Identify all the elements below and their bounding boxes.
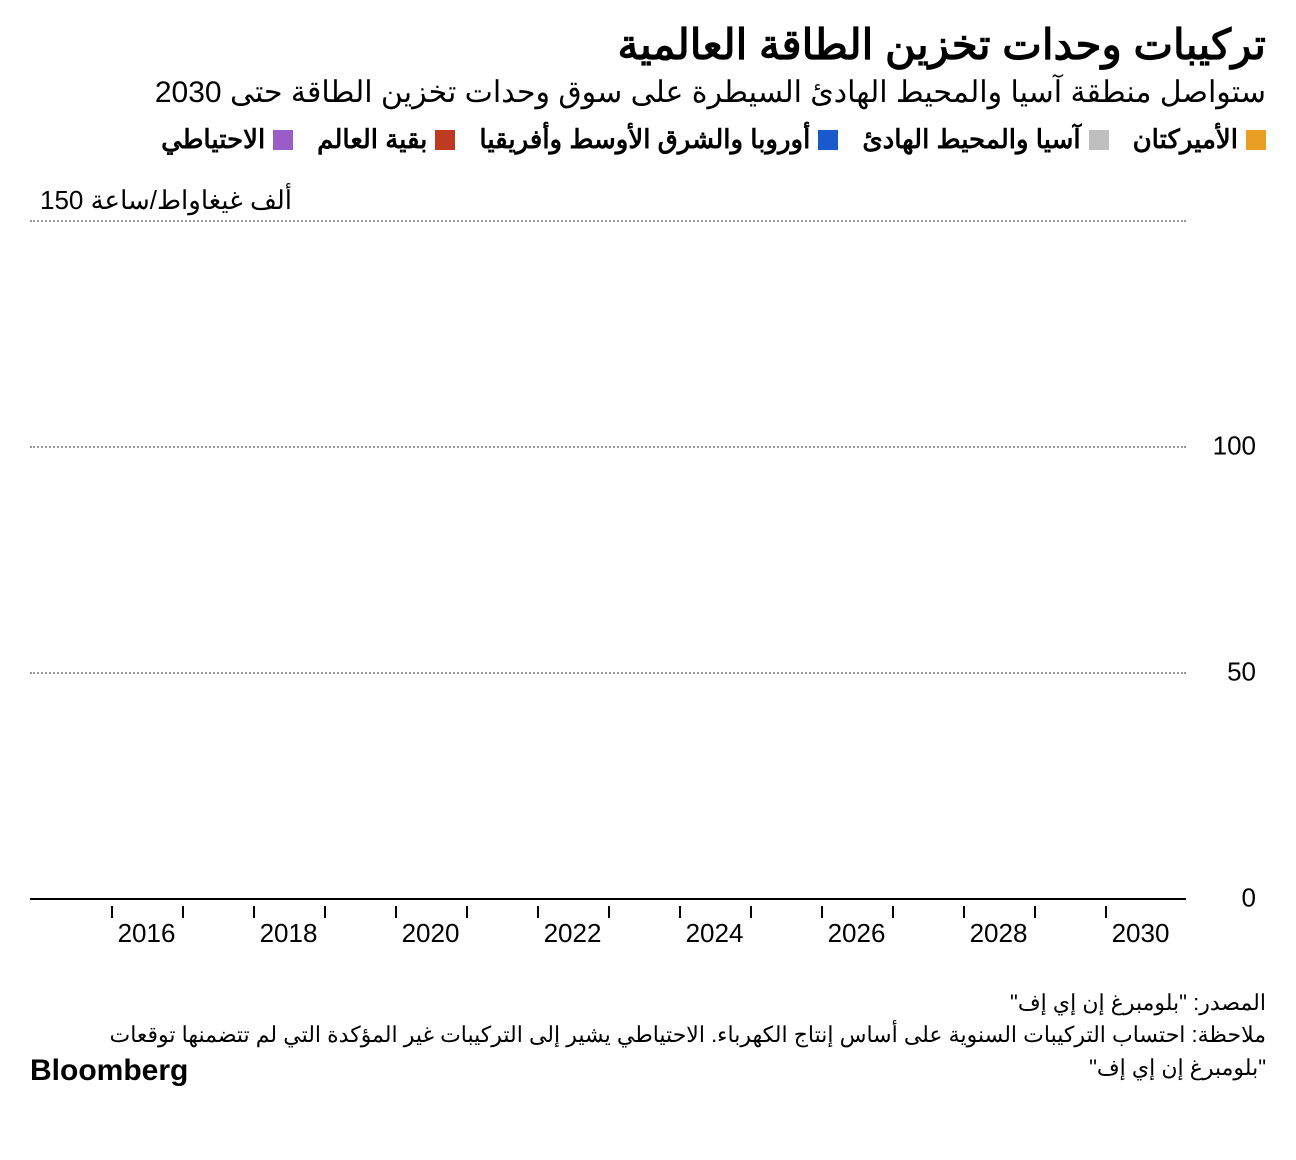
y-tick-label: 100 [1213, 431, 1256, 462]
legend-item: بقية العالم [317, 124, 455, 155]
legend-item: الاحتياطي [161, 124, 293, 155]
chart-plot-area: 050100 20162018202020222024202620282030 [30, 220, 1266, 960]
gridline [30, 672, 1186, 674]
x-label: 2030 [1105, 918, 1176, 949]
bars-container [30, 220, 1186, 898]
x-label [466, 918, 537, 949]
x-tick-mark [324, 906, 326, 918]
legend-swatch [1089, 130, 1109, 150]
x-label: 2016 [111, 918, 182, 949]
x-tick-mark [253, 906, 255, 918]
gridline [30, 446, 1186, 448]
bar-slot [750, 220, 821, 898]
bar-slot [1105, 220, 1176, 898]
chart-container: تركيبات وحدات تخزين الطاقة العالمية ستوا… [0, 0, 1296, 1108]
bar-slot [537, 220, 608, 898]
x-label [182, 918, 253, 949]
legend-item: آسيا والمحيط الهادئ [862, 124, 1108, 155]
chart-title: تركيبات وحدات تخزين الطاقة العالمية [30, 20, 1266, 69]
x-tick-mark [537, 906, 539, 918]
legend-swatch [1246, 130, 1266, 150]
legend: الأميركتان آسيا والمحيط الهادئ أوروبا والش… [30, 124, 1266, 155]
bar-slot [182, 220, 253, 898]
x-tick-mark [182, 906, 184, 918]
x-label: 2028 [963, 918, 1034, 949]
x-labels: 2016 2018 2020 2022 2024 2026 2028 2030 [30, 918, 1186, 949]
chart-subtitle: ستواصل منطقة آسيا والمحيط الهادئ السيطرة… [30, 75, 1266, 110]
legend-swatch [435, 130, 455, 150]
footer: المصدر: "بلومبرغ إن إي إف" ملاحظة: احتسا… [30, 990, 1266, 1088]
x-label [40, 918, 111, 949]
brand-logo: Bloomberg [30, 1054, 188, 1088]
legend-item: الأميركتان [1133, 124, 1266, 155]
x-label [750, 918, 821, 949]
legend-label: أوروبا والشرق الأوسط وأفريقيا [479, 124, 810, 155]
plot-region: 050100 [30, 220, 1186, 900]
legend-item: أوروبا والشرق الأوسط وأفريقيا [479, 124, 838, 155]
y-tick-label: 50 [1227, 657, 1256, 688]
legend-label: بقية العالم [317, 124, 427, 155]
x-label [324, 918, 395, 949]
bar-slot [892, 220, 963, 898]
x-tick-marks [30, 906, 1186, 918]
y-tick-label: 0 [1242, 883, 1256, 914]
x-label: 2024 [679, 918, 750, 949]
x-tick-mark [1105, 906, 1107, 918]
bar-slot [324, 220, 395, 898]
x-label: 2020 [395, 918, 466, 949]
gridline [30, 220, 1186, 222]
x-tick-mark [395, 906, 397, 918]
bar-slot [253, 220, 324, 898]
bar-slot [679, 220, 750, 898]
source-text: المصدر: "بلومبرغ إن إي إف" [30, 990, 1266, 1016]
x-tick-mark [821, 906, 823, 918]
bar-slot [40, 220, 111, 898]
bar-slot [608, 220, 679, 898]
x-tick-mark [111, 906, 113, 918]
x-label: 2026 [821, 918, 892, 949]
x-label: 2022 [537, 918, 608, 949]
x-tick-mark [608, 906, 610, 918]
x-label [892, 918, 963, 949]
x-tick-mark [466, 906, 468, 918]
y-axis-unit: 150 ألف غيغاواط/ساعة [30, 185, 1266, 216]
bar-slot [1034, 220, 1105, 898]
legend-label: الأميركتان [1133, 124, 1238, 155]
legend-label: الاحتياطي [161, 124, 265, 155]
bar-slot [111, 220, 182, 898]
bar-slot [395, 220, 466, 898]
bar-slot [963, 220, 1034, 898]
legend-label: آسيا والمحيط الهادئ [862, 124, 1080, 155]
x-tick-mark [963, 906, 965, 918]
legend-swatch [273, 130, 293, 150]
bar-slot [821, 220, 892, 898]
x-label [608, 918, 679, 949]
x-label [1034, 918, 1105, 949]
x-axis: 2016 2018 2020 2022 2024 2026 2028 2030 [30, 900, 1186, 960]
legend-swatch [818, 130, 838, 150]
x-tick-mark [679, 906, 681, 918]
bar-slot [466, 220, 537, 898]
x-label: 2018 [253, 918, 324, 949]
x-tick-mark [750, 906, 752, 918]
x-tick-mark [892, 906, 894, 918]
x-tick-mark [1034, 906, 1036, 918]
